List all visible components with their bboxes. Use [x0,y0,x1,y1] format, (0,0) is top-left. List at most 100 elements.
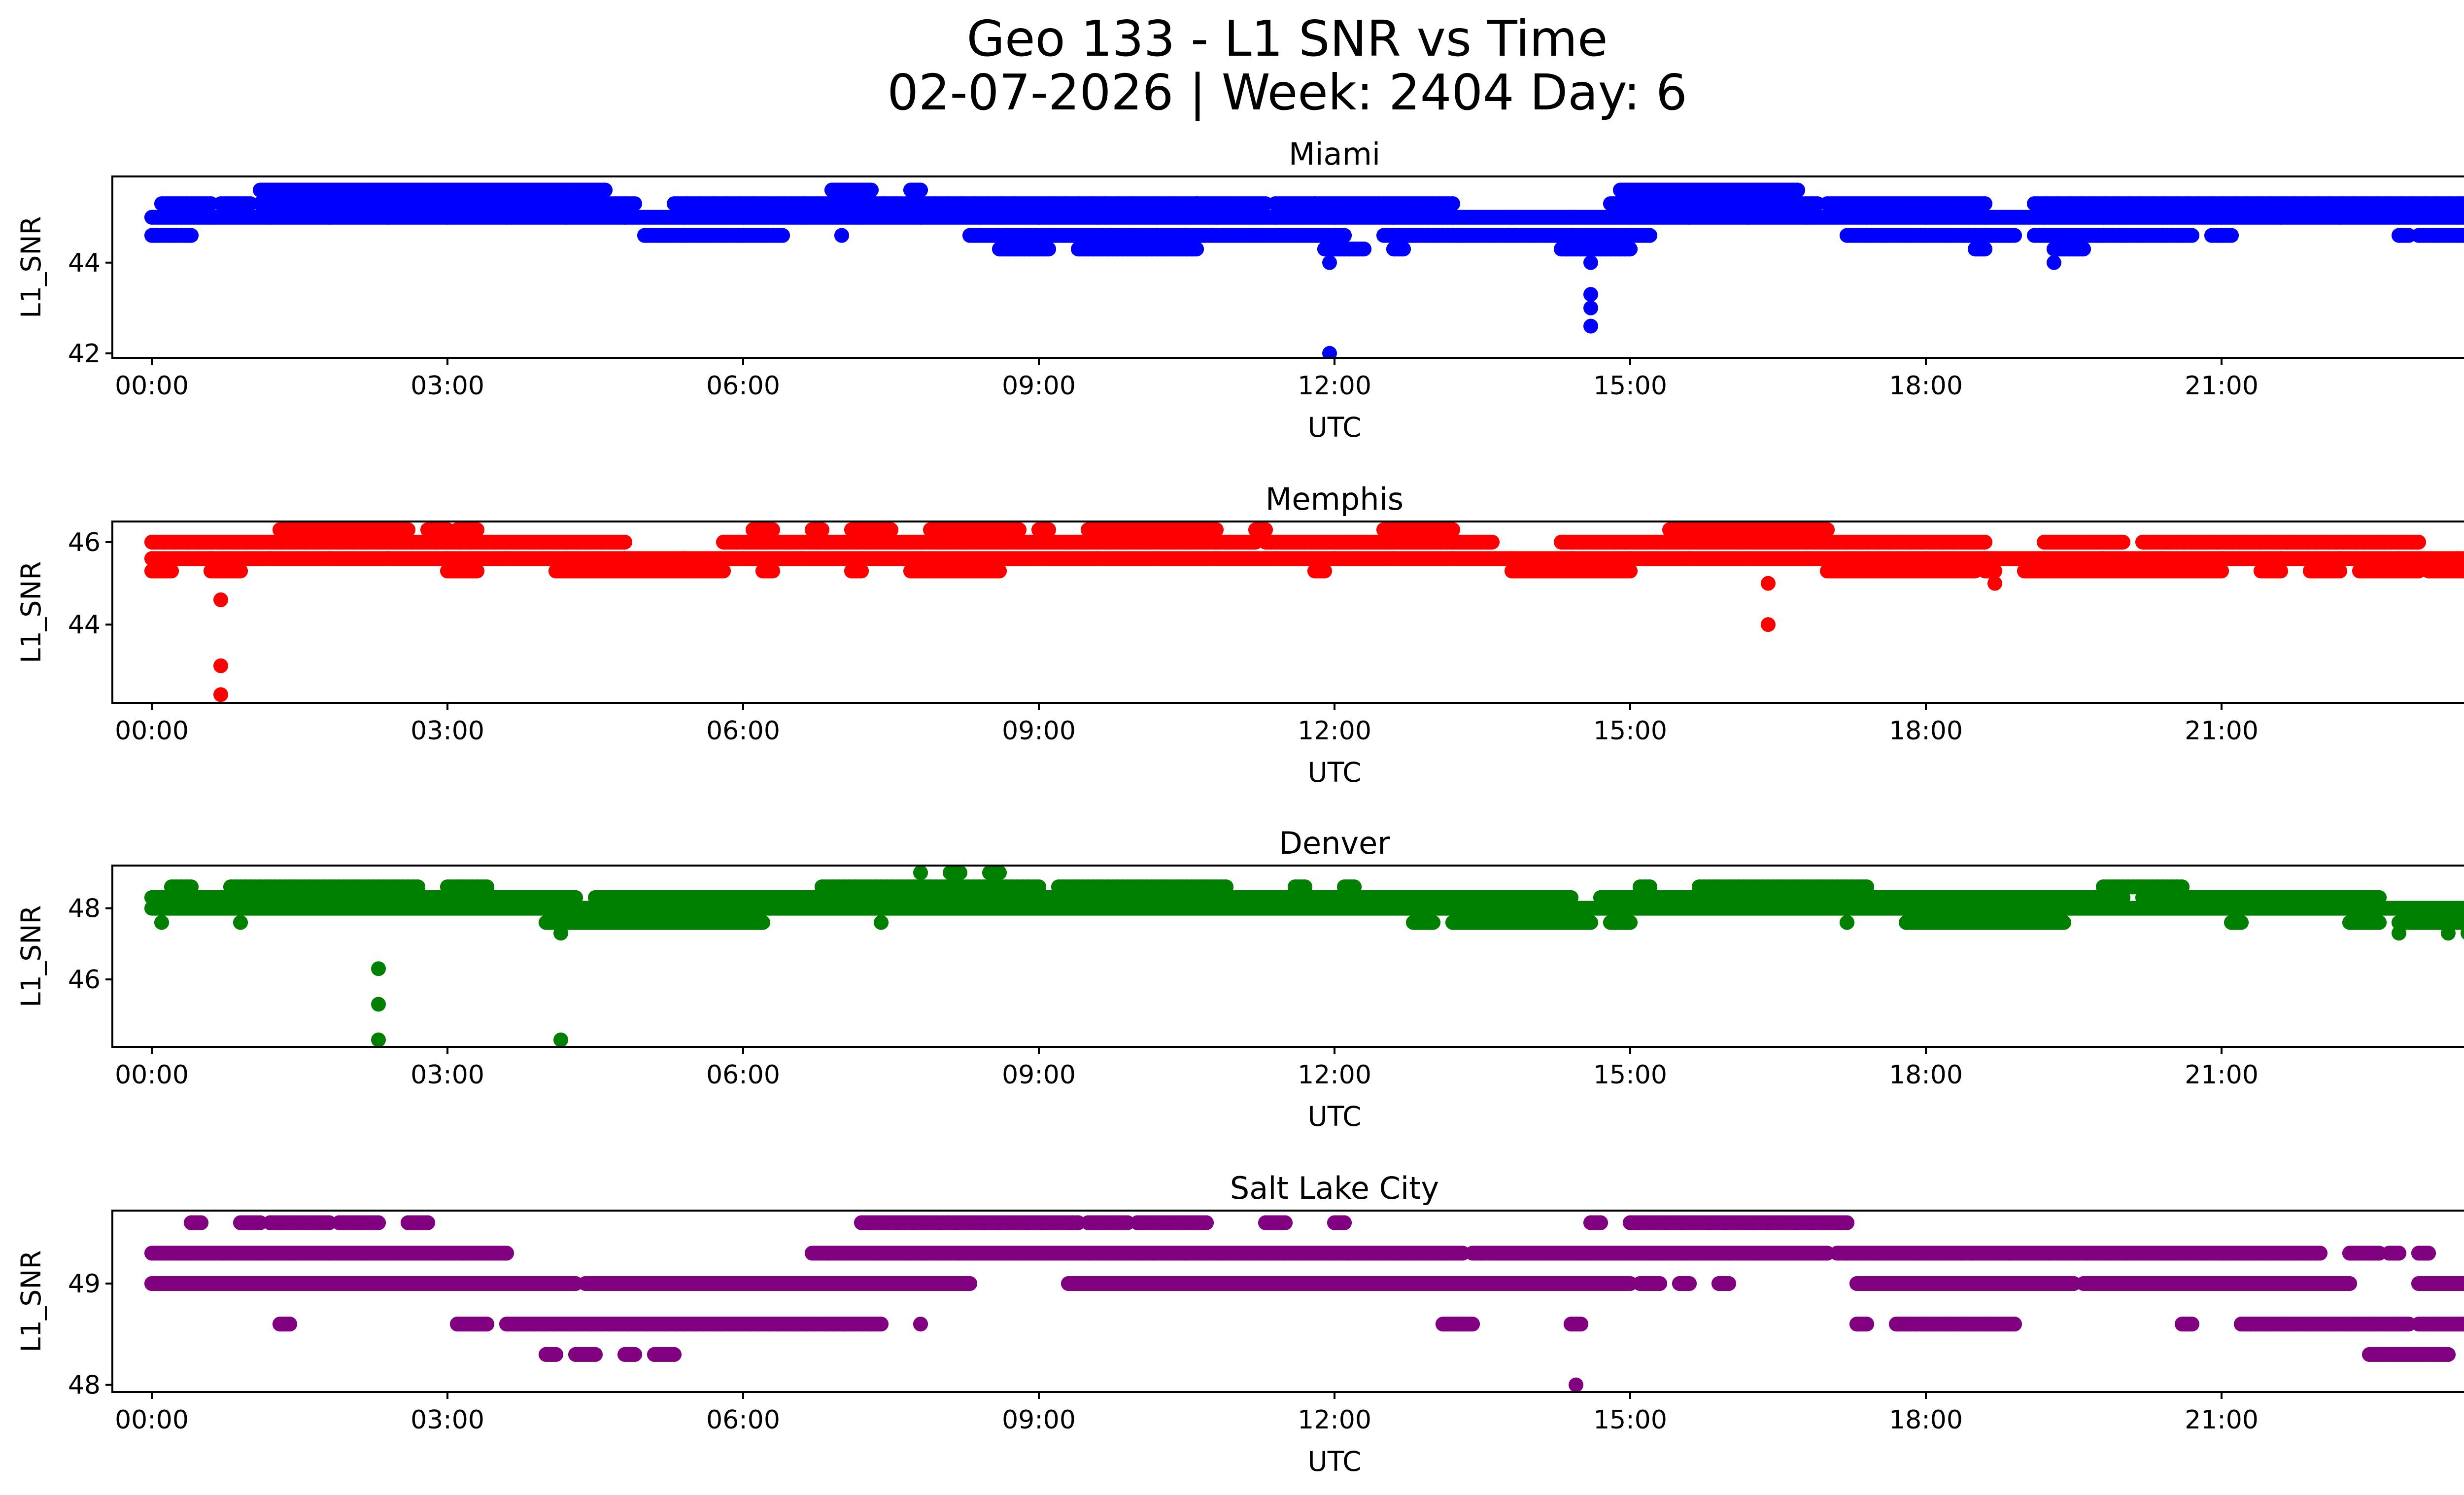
data-point [1872,534,1886,550]
data-point [1298,879,1312,895]
data-point [980,196,995,211]
data-point [2234,915,2249,930]
subplot-memphis: Memphis L1_SNR UTC 00:00 03:00 06:00 09:00 12:0… [15,481,2464,788]
data-point [1660,534,1675,550]
data-point [1445,522,1460,537]
data-point [227,534,242,550]
data-point [1619,890,1634,905]
data-point [1320,890,1335,905]
data-point [2110,196,2124,211]
data-point [1071,196,1087,211]
data-point [1628,534,1643,550]
data-point [783,534,797,550]
data-point [862,196,878,211]
y-tick-label: 48 [68,1371,101,1400]
data-point [745,196,760,211]
data-point [2185,1317,2199,1332]
data-point [2007,1317,2022,1332]
data-point [180,534,195,550]
data-point [263,209,277,225]
data-point [511,534,526,550]
data-point [523,534,538,550]
data-point [984,1246,998,1261]
data-point [850,196,864,211]
data-point [729,534,744,550]
data-point [1219,879,1233,895]
data-point [821,1246,836,1261]
data-point [1734,534,1749,550]
data-point [1623,209,1638,225]
data-point [2037,551,2052,566]
data-point [1859,879,1874,895]
data-point [345,1276,361,1291]
data-point [972,551,987,566]
data-point [913,1317,928,1332]
data-point [588,1347,603,1362]
data-point [1035,534,1050,550]
data-point [499,1246,514,1261]
data-point [570,534,585,550]
data-point [784,196,799,211]
data-point [2240,196,2255,211]
data-point [1022,534,1037,550]
data-point [1907,890,1921,905]
data-point [1484,1276,1499,1291]
data-point [1045,196,1061,211]
data-point [2273,551,2288,566]
data-point [1150,209,1164,225]
data-point [476,534,490,550]
data-point [1437,1276,1452,1291]
data-point [2185,228,2199,243]
data-point [1554,534,1569,550]
data-point [430,890,445,905]
data-point [1766,534,1780,550]
data-point [1840,534,1855,550]
data-point [1032,196,1047,211]
data-point [1264,1276,1279,1291]
data-point [716,563,731,579]
data-point [505,1276,519,1291]
data-point [1541,1276,1557,1291]
data-point [1097,196,1113,211]
x-tick-label: 18:00 [1889,716,1963,746]
data-point [154,915,169,930]
data-point-outlier [1322,346,1337,358]
data-point [1721,1276,1736,1291]
data-point [388,1276,403,1291]
data-point [935,1246,950,1261]
data-point [1649,534,1664,550]
data-point [1258,522,1273,537]
data-point [677,551,691,566]
data-point [797,196,812,211]
data-point [2273,209,2288,225]
data-point [1293,1246,1307,1261]
data-point [1396,242,1411,257]
data-point [913,209,928,225]
data-point [2421,1246,2436,1261]
data-point [1518,1276,1534,1291]
data-point [381,534,396,550]
data-point [1818,534,1834,550]
data-point [1111,196,1126,211]
data-point [661,890,676,905]
data-point [1972,890,1987,905]
data-point [470,522,484,537]
data-point [2372,915,2387,930]
data-point [274,534,289,550]
data-point [155,1276,170,1291]
data-point [1658,890,1674,905]
data-point [617,551,632,566]
data-point [356,1276,371,1291]
data-point [2334,196,2349,211]
data-point [2275,196,2290,211]
data-point [1006,196,1021,211]
data-point [1268,209,1283,225]
data-point [1041,522,1056,537]
data-point [815,522,829,537]
data-point [1639,534,1653,550]
data-point [1840,915,1854,930]
data-point [282,1276,297,1291]
data-point [864,182,879,198]
data-point [441,1276,456,1291]
data-point [1358,1246,1372,1261]
